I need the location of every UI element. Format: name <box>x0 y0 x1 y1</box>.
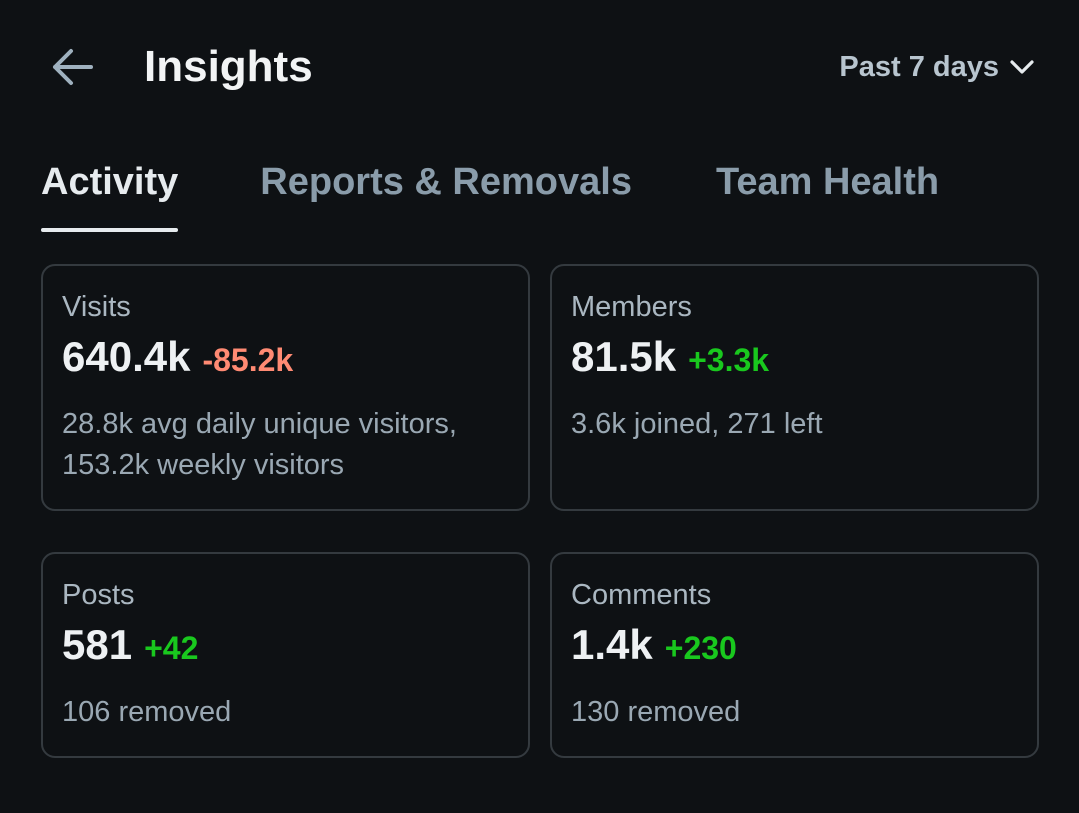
date-range-dropdown[interactable]: Past 7 days <box>839 46 1035 88</box>
posts-value-row: 581 +42 <box>62 620 509 670</box>
top-bar: Insights Past 7 days <box>0 0 1079 134</box>
tab-activity[interactable]: Activity <box>41 152 179 232</box>
posts-detail: 106 removed <box>62 696 232 728</box>
posts-value: 581 <box>62 621 133 668</box>
chevron-down-icon <box>1010 60 1034 74</box>
comments-card[interactable]: Comments 1.4k +230 130 removed <box>550 552 1039 758</box>
comments-value: 1.4k <box>571 621 653 668</box>
visits-card[interactable]: Visits 640.4k -85.2k 28.8k avg daily uni… <box>41 264 530 511</box>
visits-detail: 28.8k avg daily unique visitors, 153.2k … <box>62 408 457 481</box>
posts-delta: +42 <box>144 630 199 666</box>
comments-value-row: 1.4k +230 <box>571 620 1018 670</box>
back-button[interactable] <box>40 36 102 98</box>
arrow-left-icon <box>53 49 93 85</box>
comments-detail: 130 removed <box>571 696 741 728</box>
members-label: Members <box>571 291 692 323</box>
visits-value: 640.4k <box>62 333 191 380</box>
visits-delta: -85.2k <box>202 342 294 378</box>
tab-team-health[interactable]: Team Health <box>715 161 940 203</box>
tab-bar: Activity Reports & Removals Team Health <box>41 152 940 232</box>
members-card[interactable]: Members 81.5k +3.3k 3.6k joined, 271 lef… <box>550 264 1039 511</box>
visits-label: Visits <box>62 291 131 323</box>
members-delta: +3.3k <box>688 342 770 378</box>
tab-reports-removals[interactable]: Reports & Removals <box>260 161 632 203</box>
comments-delta: +230 <box>664 630 737 666</box>
date-range-label: Past 7 days <box>839 50 999 83</box>
members-detail: 3.6k joined, 271 left <box>571 408 823 440</box>
members-value-row: 81.5k +3.3k <box>571 332 1018 382</box>
visits-value-row: 640.4k -85.2k <box>62 332 509 382</box>
posts-label: Posts <box>62 579 135 611</box>
comments-label: Comments <box>571 579 712 611</box>
page-title: Insights <box>144 42 313 91</box>
members-value: 81.5k <box>571 333 677 380</box>
posts-card[interactable]: Posts 581 +42 106 removed <box>41 552 530 758</box>
